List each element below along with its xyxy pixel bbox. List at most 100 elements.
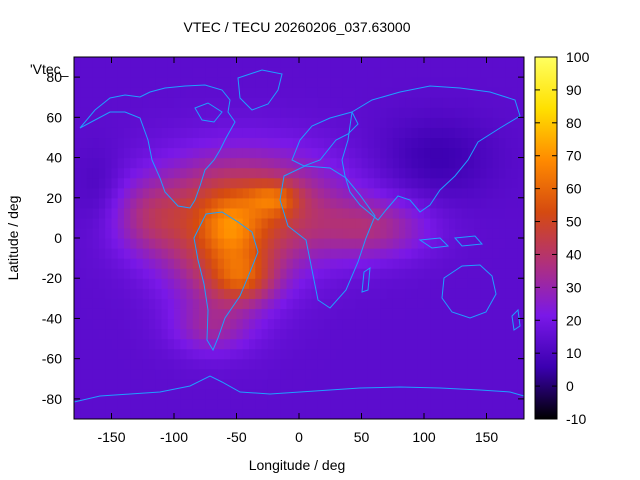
heatmap-cell	[186, 368, 194, 380]
heatmap-cell	[311, 388, 319, 400]
heatmap-cell	[286, 348, 294, 360]
heatmap-cell	[436, 278, 444, 289]
heatmap-cell	[442, 97, 450, 108]
heatmap-cell	[424, 288, 431, 299]
heatmap-cell	[492, 177, 500, 189]
heatmap-cell	[455, 117, 463, 128]
heatmap-cell	[267, 67, 275, 78]
heatmap-cell	[255, 107, 263, 118]
heatmap-cell	[136, 298, 144, 309]
heatmap-cell	[261, 238, 269, 249]
heatmap-cell	[155, 77, 163, 88]
heatmap-cell	[236, 227, 244, 239]
heatmap-cell	[280, 258, 288, 269]
heatmap-cell	[186, 147, 194, 159]
heatmap-cell	[274, 227, 281, 239]
heatmap-cell	[99, 308, 106, 320]
heatmap-cell	[386, 248, 394, 259]
heatmap-cell	[367, 318, 375, 330]
heatmap-cell	[486, 167, 494, 179]
heatmap-cell	[155, 137, 163, 149]
heatmap-cell	[511, 107, 519, 118]
heatmap-cell	[492, 227, 500, 239]
heatmap-cell	[386, 288, 394, 299]
heatmap-cell	[117, 328, 125, 340]
heatmap-cell	[299, 67, 306, 78]
heatmap-cell	[217, 197, 225, 209]
heatmap-cell	[242, 187, 250, 199]
heatmap-cell	[505, 308, 513, 320]
heatmap-cell	[286, 288, 294, 299]
heatmap-cell	[255, 358, 263, 370]
heatmap-cell	[442, 408, 450, 419]
heatmap-cell	[130, 147, 138, 159]
heatmap-cell	[199, 298, 206, 309]
heatmap-cell	[267, 177, 275, 189]
heatmap-cell	[467, 298, 475, 309]
heatmap-cell	[367, 187, 375, 199]
heatmap-cell	[186, 127, 194, 139]
heatmap-cell	[405, 288, 413, 299]
heatmap-cell	[80, 157, 88, 169]
heatmap-cell	[330, 117, 338, 128]
heatmap-cell	[130, 187, 138, 199]
heatmap-cell	[330, 127, 338, 139]
heatmap-cell	[155, 117, 163, 128]
heatmap-cell	[430, 177, 438, 189]
heatmap-cell	[461, 87, 469, 98]
heatmap-cell	[217, 217, 225, 229]
heatmap-cell	[99, 278, 106, 289]
heatmap-cell	[505, 288, 513, 299]
heatmap-cell	[236, 368, 244, 380]
heatmap-cell	[449, 338, 456, 350]
heatmap-cell	[499, 358, 506, 370]
heatmap-cell	[349, 238, 356, 249]
heatmap-cell	[217, 238, 225, 249]
heatmap-cell	[217, 87, 225, 98]
heatmap-cell	[324, 67, 331, 78]
heatmap-cell	[449, 398, 456, 410]
heatmap-cell	[399, 308, 406, 320]
heatmap-cell	[424, 57, 431, 68]
heatmap-cell	[205, 328, 213, 340]
heatmap-cell	[236, 308, 244, 320]
heatmap-cell	[455, 207, 463, 219]
heatmap-cell	[267, 268, 275, 279]
heatmap-cell	[286, 137, 294, 149]
heatmap-cell	[486, 358, 494, 370]
heatmap-cell	[330, 77, 338, 88]
heatmap-cell	[392, 137, 400, 149]
heatmap-cell	[224, 368, 231, 380]
heatmap-cell	[92, 127, 100, 139]
heatmap-cell	[505, 268, 513, 279]
heatmap-cell	[174, 298, 181, 309]
heatmap-cell	[336, 238, 344, 249]
heatmap-cell	[505, 167, 513, 179]
heatmap-cell	[374, 157, 381, 169]
heatmap-cell	[242, 388, 250, 400]
heatmap-cell	[299, 207, 306, 219]
heatmap-cell	[336, 248, 344, 259]
heatmap-cell	[99, 67, 106, 78]
heatmap-cell	[430, 207, 438, 219]
heatmap-cell	[499, 167, 506, 179]
heatmap-cell	[317, 207, 325, 219]
heatmap-cell	[449, 167, 456, 179]
heatmap-cell	[449, 308, 456, 320]
heatmap-cell	[186, 197, 194, 209]
heatmap-cell	[92, 328, 100, 340]
heatmap-cell	[80, 348, 88, 360]
heatmap-cell	[324, 157, 331, 169]
heatmap-cell	[392, 238, 400, 249]
heatmap-cell	[305, 258, 313, 269]
heatmap-cell	[436, 67, 444, 78]
heatmap-cell	[436, 238, 444, 249]
heatmap-cell	[467, 167, 475, 179]
heatmap-cell	[180, 57, 188, 68]
heatmap-cell	[242, 408, 250, 419]
heatmap-cell	[211, 368, 219, 380]
heatmap-cell	[111, 348, 119, 360]
heatmap-cell	[430, 167, 438, 179]
heatmap-cell	[386, 97, 394, 108]
heatmap-cell	[480, 278, 488, 289]
